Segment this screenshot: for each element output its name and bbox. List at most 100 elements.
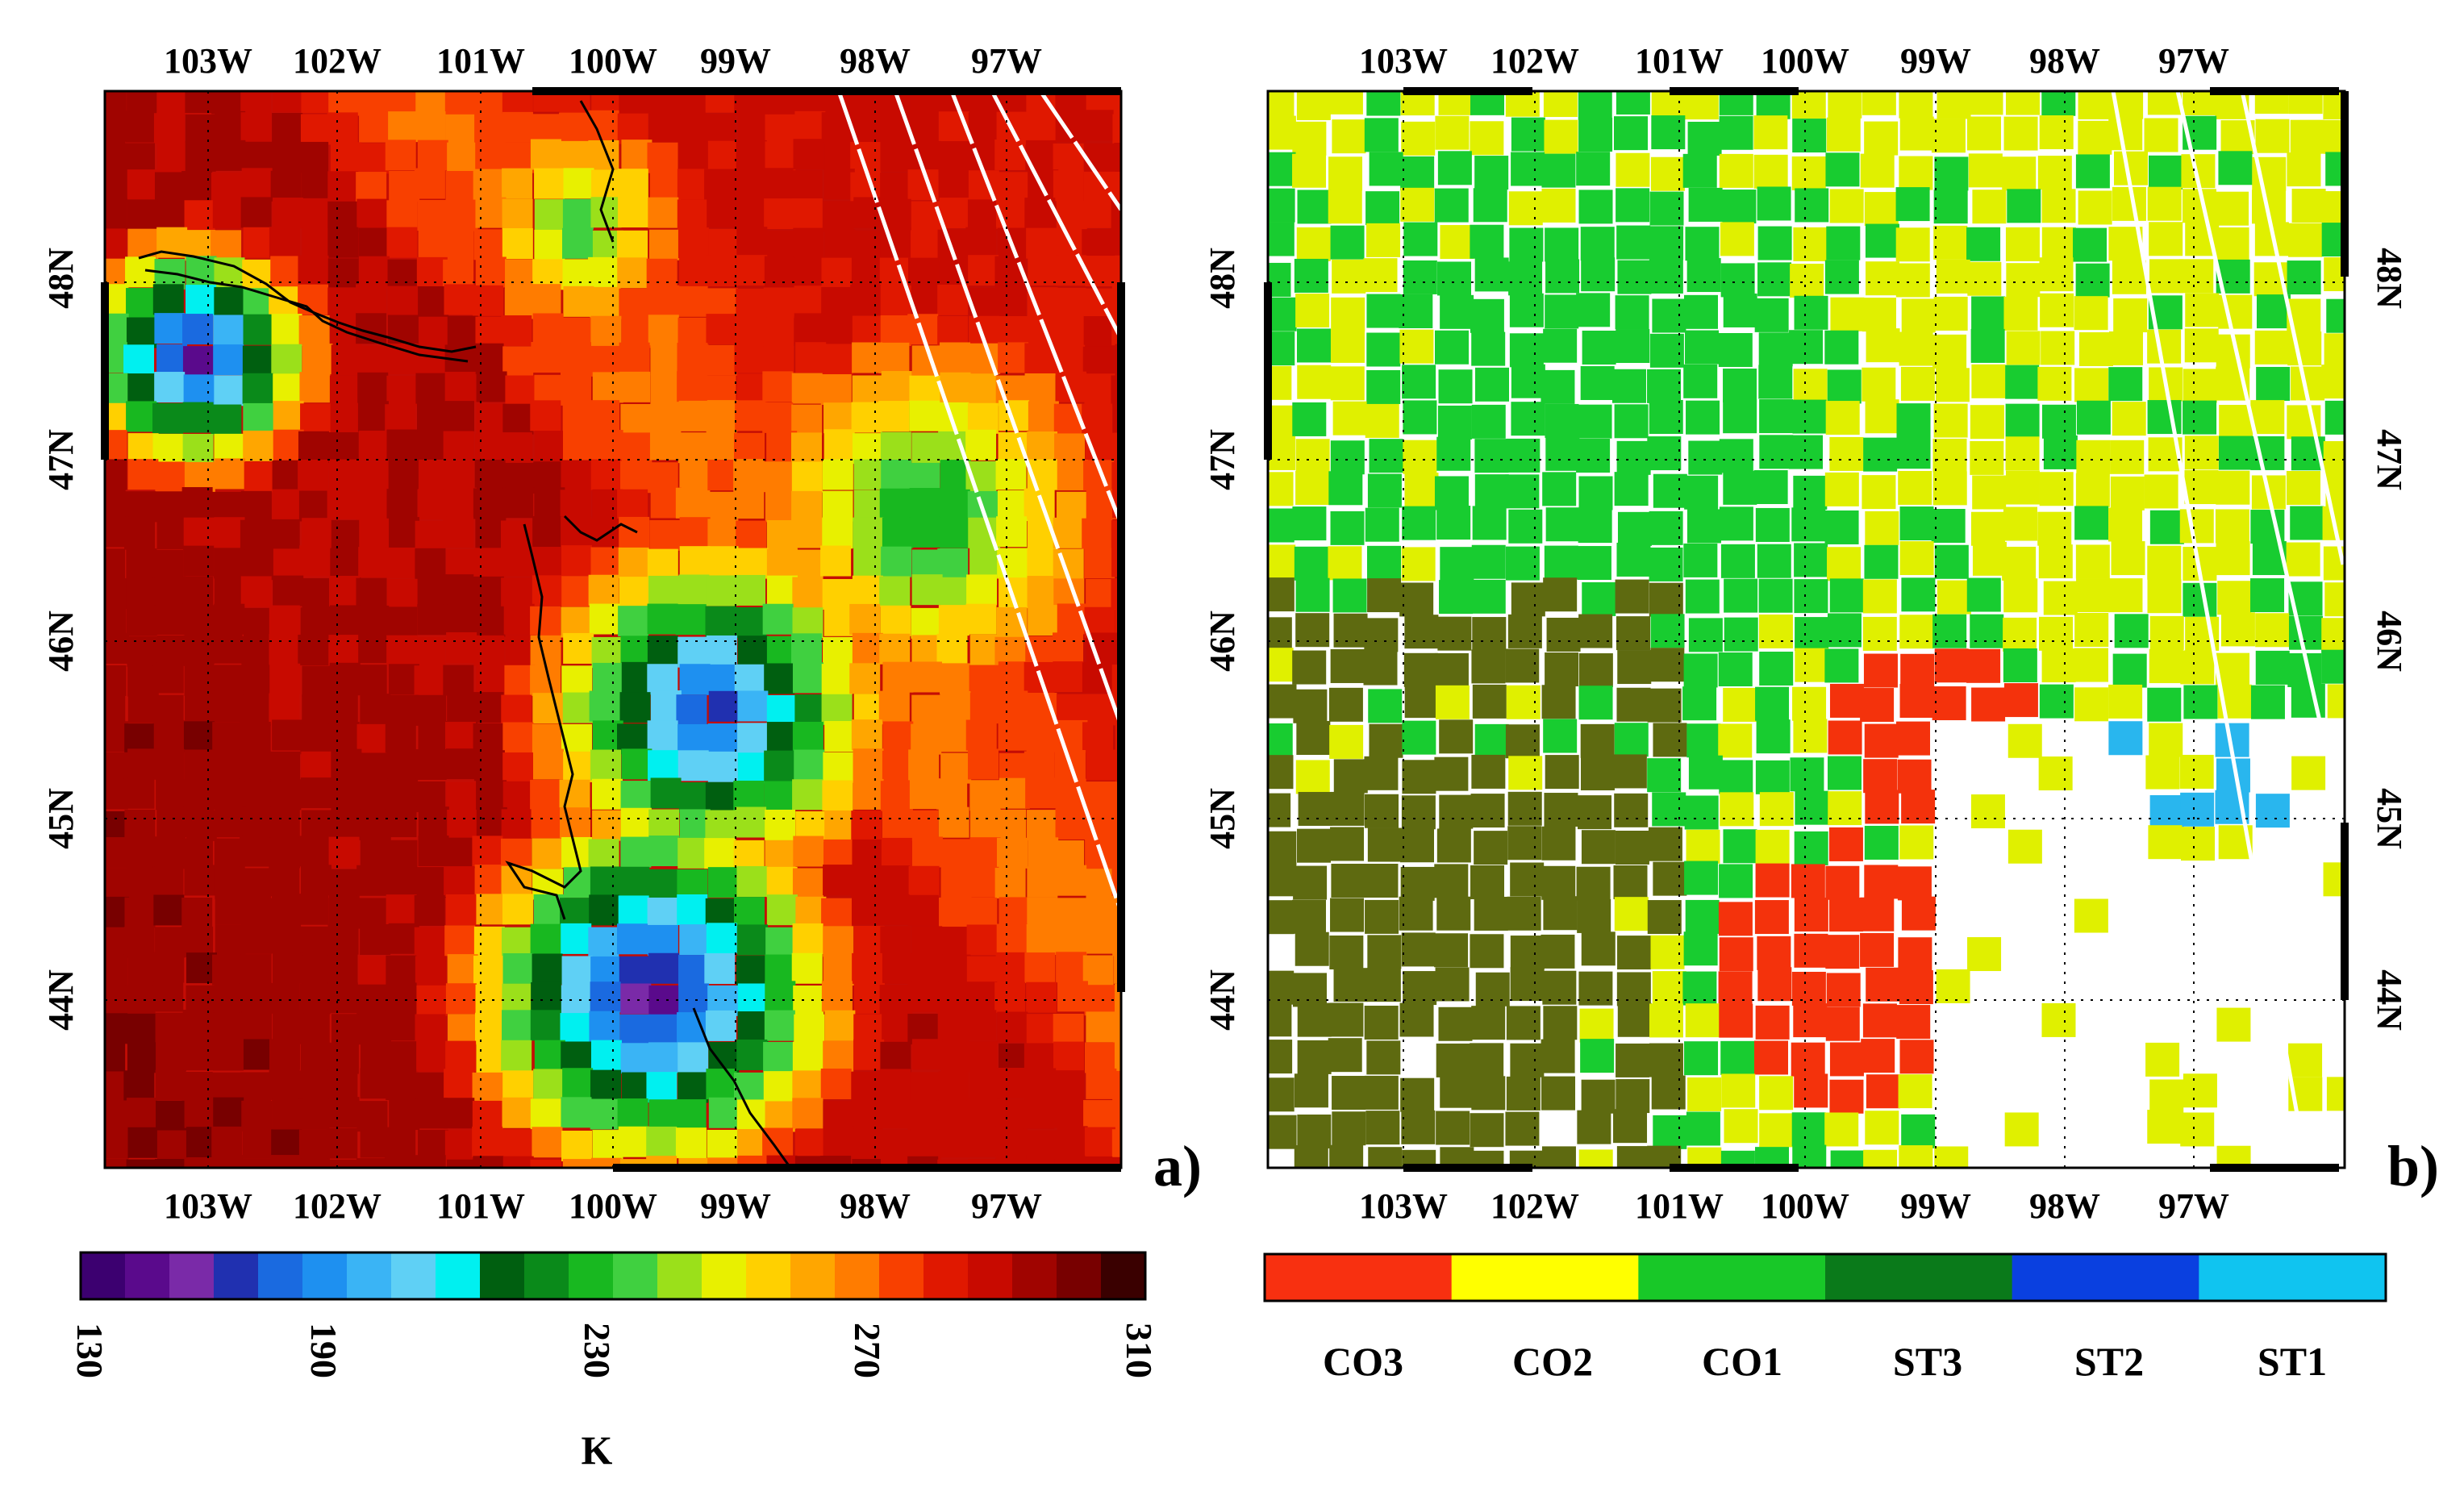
temperature-cell <box>853 925 885 956</box>
temperature-cell <box>330 548 361 579</box>
temperature-cell <box>1026 1130 1057 1161</box>
cloud-type-cell <box>1792 399 1827 434</box>
cloud-type-cell <box>2179 509 2214 544</box>
temperature-cell <box>910 516 941 548</box>
temperature-cell <box>880 605 911 636</box>
temperature-cell <box>530 139 561 170</box>
temperature-cell <box>386 840 418 871</box>
cloud-type-cell <box>1647 436 1682 471</box>
temperature-cell <box>820 374 852 406</box>
cloud-type-cell <box>2075 263 2110 298</box>
temperature-cell <box>994 981 1026 1013</box>
temperature-cell <box>327 171 359 202</box>
temperature-cell <box>473 1156 504 1168</box>
temperature-cell <box>734 432 765 464</box>
cloud-type-cell <box>1439 580 1474 615</box>
cloud-type-cell <box>1935 368 1970 402</box>
cloud-type-cell <box>1332 1111 1366 1146</box>
temperature-cell <box>473 956 505 987</box>
cloud-type-cell <box>1616 188 1650 223</box>
temperature-cell <box>269 519 300 550</box>
temperature-cell <box>1024 1098 1055 1129</box>
colorbar-tick-labels: 130 190 230 270 310 <box>69 1323 1160 1378</box>
cloud-type-cell <box>1723 470 1757 505</box>
temperature-cell <box>502 1010 533 1041</box>
temperature-cell <box>271 344 302 375</box>
temperature-cell <box>794 257 826 289</box>
cloud-type-cell <box>1970 405 2004 440</box>
cloud-type-cell <box>1719 1003 1753 1038</box>
cloud-type-cell <box>1897 759 1932 794</box>
lon-label: 97W <box>2158 1186 2229 1226</box>
cloud-type-cell <box>2005 470 2040 505</box>
temperature-cell <box>1053 661 1084 693</box>
temperature-cell <box>211 1155 243 1168</box>
temperature-cell <box>105 1071 127 1102</box>
temperature-cell <box>675 604 707 636</box>
temperature-cell <box>852 894 883 925</box>
temperature-cell <box>328 459 360 490</box>
panel-b-frame-tick <box>2210 1164 2339 1172</box>
cloud-type-cell <box>2037 511 2072 546</box>
temperature-cell <box>240 490 272 522</box>
cloud-type-cell <box>1900 653 1935 688</box>
temperature-cell <box>1111 896 1121 927</box>
temperature-cell <box>1026 431 1057 463</box>
cloud-type-cell <box>1966 116 2001 151</box>
cloud-type-cell <box>1793 1003 1828 1038</box>
cloud-type-cell <box>2180 1112 2215 1147</box>
temperature-cell <box>473 750 505 781</box>
temperature-cell <box>327 982 358 1014</box>
temperature-cell <box>126 838 157 869</box>
temperature-cell <box>647 548 678 580</box>
cloud-type-cell <box>1331 328 1365 363</box>
temperature-cell <box>791 404 823 436</box>
cloud-type-cell <box>1436 1043 1470 1077</box>
temperature-cell <box>243 402 274 434</box>
cloud-type-cell <box>1436 436 1471 471</box>
cloud-type-cell <box>1936 969 1970 1003</box>
cloud-type-cell <box>1865 790 1899 824</box>
cloud-type-cell <box>2288 223 2323 257</box>
cloud-type-cell <box>1649 582 1683 617</box>
cloud-type-cell <box>1510 936 1545 970</box>
temperature-cell <box>737 983 769 1015</box>
cloud-type-cell <box>1474 831 1508 865</box>
cloud-type-cell <box>2005 91 2040 115</box>
temperature-cell <box>473 488 504 519</box>
cloud-type-cell <box>1364 1075 1399 1110</box>
cloud-type-cell <box>1718 902 1753 936</box>
cloud-type-cell <box>2288 1043 2323 1077</box>
cloud-type-cell <box>1899 506 1934 541</box>
temperature-cell <box>502 91 533 115</box>
temperature-cell <box>1028 837 1059 869</box>
temperature-cell <box>1112 1070 1121 1102</box>
cloud-type-cell <box>2073 227 2108 262</box>
cloud-type-cell <box>1653 473 1687 508</box>
temperature-cell <box>940 1041 972 1073</box>
temperature-cell <box>619 1159 651 1168</box>
cloud-type-cell <box>1542 472 1577 506</box>
cloud-type-cell <box>2183 685 2218 719</box>
cloud-type-cell <box>2004 1112 2039 1147</box>
cloud-type-cell <box>1435 685 1470 719</box>
temperature-cell <box>182 838 214 869</box>
temperature-cell <box>302 577 333 609</box>
temperature-cell <box>737 1011 769 1043</box>
temperature-cell <box>679 255 711 286</box>
cloud-type-cell <box>1333 968 1368 1002</box>
cloud-type-cell <box>1435 967 1470 1002</box>
temperature-cell <box>327 287 359 319</box>
cloud-type-cell <box>1471 544 1506 579</box>
cloud-type-cell <box>1434 756 1469 791</box>
temperature-cell <box>126 1098 157 1129</box>
temperature-cell <box>445 170 477 202</box>
temperature-cell <box>853 1039 885 1070</box>
cloud-type-cell <box>1684 91 1719 120</box>
temperature-cell <box>619 516 650 548</box>
colorbar-segment <box>258 1252 303 1299</box>
temperature-cell <box>969 780 1001 811</box>
temperature-cell <box>387 578 419 610</box>
temperature-cell <box>501 432 532 464</box>
temperature-cell <box>679 924 711 956</box>
